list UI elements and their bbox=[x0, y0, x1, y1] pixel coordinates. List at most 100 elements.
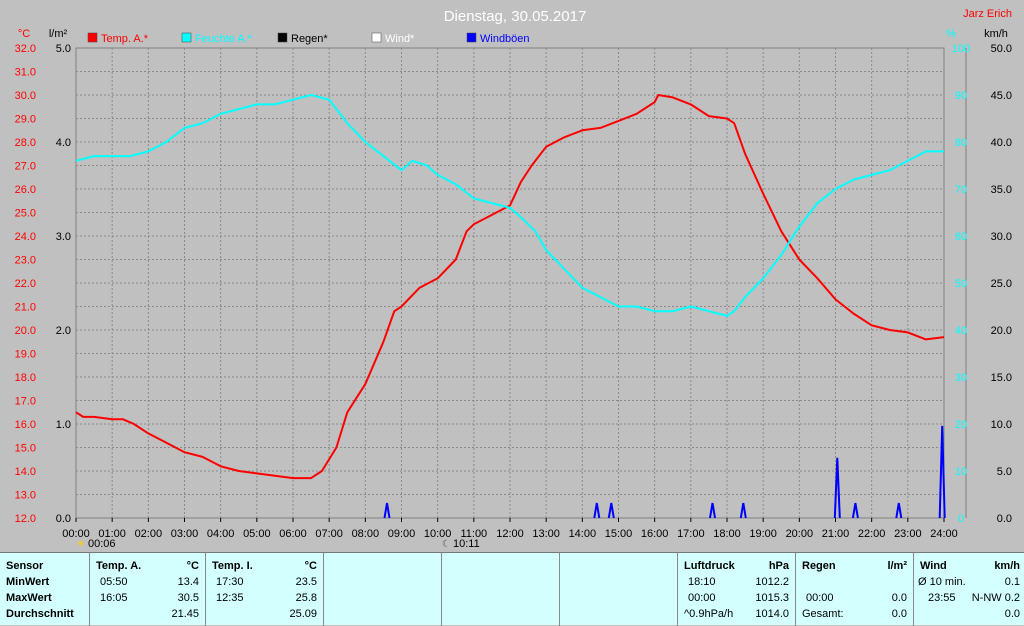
pressure-unit: hPa bbox=[768, 560, 789, 572]
x-tick-label: 01:00 bbox=[98, 528, 126, 540]
legend-swatch bbox=[181, 32, 192, 43]
stats-temp-inside: Temp. I. °C 17:30 23.5 12:35 25.8 25.09 bbox=[206, 553, 324, 626]
legend-swatch bbox=[466, 32, 477, 43]
pressure-header: Luftdruck bbox=[684, 560, 735, 572]
humidity-tick-label: 80 bbox=[955, 137, 967, 149]
wind-gust-spike bbox=[593, 502, 601, 519]
x-tick-label: 03:00 bbox=[171, 528, 199, 540]
stats-wind: Wind km/h Ø 10 min. 0.1 23:55 N-NW 0.2 0… bbox=[914, 553, 1024, 626]
legend-swatch bbox=[277, 32, 288, 43]
rain-max: 0.0 bbox=[891, 592, 907, 604]
rain-tick-label: 3.0 bbox=[56, 231, 71, 243]
x-tick-label: 21:00 bbox=[822, 528, 850, 540]
pressure-trend: ^0.9hPa/h bbox=[684, 608, 734, 620]
unit-wind: km/h bbox=[984, 28, 1008, 40]
temp-i-header: Temp. I. bbox=[212, 560, 253, 572]
wind-tick-label: 5.0 bbox=[997, 466, 1012, 478]
wind-max-time: 23:55 bbox=[928, 592, 956, 604]
legend-label: Regen* bbox=[291, 33, 328, 45]
wind-tick-label: 35.0 bbox=[991, 184, 1012, 196]
x-tick-label: 06:00 bbox=[279, 528, 307, 540]
moon-time: 10:11 bbox=[453, 538, 480, 550]
temperature-tick-label: 26.0 bbox=[15, 184, 36, 196]
temperature-tick-label: 29.0 bbox=[15, 114, 36, 126]
temperature-tick-label: 12.0 bbox=[15, 513, 36, 525]
x-tick-label: 16:00 bbox=[641, 528, 669, 540]
temperature-tick-label: 18.0 bbox=[15, 372, 36, 384]
wind-avg-label: Ø 10 min. bbox=[918, 576, 966, 588]
legend-swatch bbox=[87, 32, 98, 43]
humidity-tick-label: 60 bbox=[955, 231, 967, 243]
humidity-tick-label: 40 bbox=[955, 325, 967, 337]
humidity-tick-label: 70 bbox=[955, 184, 967, 196]
x-tick-label: 04:00 bbox=[207, 528, 235, 540]
row-label-max: MaxWert bbox=[6, 592, 52, 604]
rain-tick-label: 1.0 bbox=[56, 419, 71, 431]
x-tick-label: 20:00 bbox=[786, 528, 814, 540]
wind-gust-spike bbox=[739, 502, 747, 519]
stats-pressure: Luftdruck hPa 18:10 1012.2 00:00 1015.3 … bbox=[678, 553, 796, 626]
wind-tick-label: 50.0 bbox=[991, 43, 1012, 55]
x-tick-label: 02:00 bbox=[135, 528, 163, 540]
temperature-tick-label: 20.0 bbox=[15, 325, 36, 337]
wind-tick-label: 20.0 bbox=[991, 325, 1012, 337]
stats-rain: Regen l/m² 00:00 0.0 Gesamt: 0.0 bbox=[796, 553, 914, 626]
rain-max-time: 00:00 bbox=[806, 592, 834, 604]
humidity-tick-label: 90 bbox=[955, 90, 967, 102]
legend-label: Temp. A.* bbox=[101, 33, 149, 45]
temperature-tick-label: 22.0 bbox=[15, 278, 36, 290]
sunrise-icon: ☀ bbox=[76, 539, 85, 550]
temperature-tick-label: 27.0 bbox=[15, 161, 36, 173]
wind-tick-label: 25.0 bbox=[991, 278, 1012, 290]
pressure-avg: 1014.0 bbox=[755, 608, 789, 620]
temperature-tick-label: 32.0 bbox=[15, 43, 36, 55]
temperature-line bbox=[75, 94, 945, 480]
temp-i-max-time: 12:35 bbox=[216, 592, 244, 604]
wind-third: 0.0 bbox=[1004, 608, 1020, 620]
wind-tick-label: 10.0 bbox=[991, 419, 1012, 431]
chart-legend: Temp. A.* Feuchte A.* Regen* Wind* Windböen bbox=[87, 32, 530, 45]
wind-gust-spike bbox=[895, 502, 903, 519]
legend-label: Windböen bbox=[480, 33, 530, 45]
legend-swatch bbox=[371, 32, 382, 43]
temp-a-max-time: 16:05 bbox=[100, 592, 128, 604]
temp-a-max: 30.5 bbox=[177, 592, 199, 604]
rain-unit: l/m² bbox=[887, 560, 907, 572]
stats-empty-3 bbox=[560, 553, 678, 626]
rain-total-label: Gesamt: bbox=[802, 608, 844, 620]
rain-tick-label: 2.0 bbox=[56, 325, 71, 337]
temperature-tick-label: 16.0 bbox=[15, 419, 36, 431]
wind-gust-spike bbox=[709, 502, 716, 519]
x-tick-label: 23:00 bbox=[894, 528, 922, 540]
wind-max: N-NW 0.2 bbox=[971, 592, 1020, 604]
humidity-line bbox=[75, 94, 944, 317]
temperature-tick-label: 28.0 bbox=[15, 137, 36, 149]
rain-total: 0.0 bbox=[891, 608, 907, 620]
sunrise-time: 00:06 bbox=[88, 538, 116, 550]
wind-unit: km/h bbox=[994, 560, 1020, 572]
temp-i-max: 25.8 bbox=[295, 592, 317, 604]
wind-gust-spike bbox=[383, 502, 391, 519]
temp-a-min: 13.4 bbox=[177, 576, 199, 588]
pressure-max-time: 00:00 bbox=[688, 592, 716, 604]
wind-gust-spike bbox=[851, 502, 859, 519]
temp-a-header: Temp. A. bbox=[96, 560, 142, 572]
temperature-tick-label: 31.0 bbox=[15, 67, 36, 79]
legend-label: Feuchte A.* bbox=[195, 33, 253, 45]
stats-empty-1 bbox=[324, 553, 442, 626]
grid-lines bbox=[76, 48, 944, 518]
weather-chart: Dienstag, 30.05.2017 Jarz Erich °C l/m² … bbox=[15, 8, 1012, 550]
data-series bbox=[75, 94, 946, 519]
x-tick-label: 05:00 bbox=[243, 528, 271, 540]
temp-i-min: 23.5 bbox=[295, 576, 317, 588]
pressure-min-time: 18:10 bbox=[688, 576, 716, 588]
temp-a-unit: °C bbox=[186, 560, 199, 572]
humidity-tick-label: 20 bbox=[955, 419, 967, 431]
temperature-tick-label: 30.0 bbox=[15, 90, 36, 102]
temp-i-avg: 25.09 bbox=[289, 608, 317, 620]
temperature-tick-label: 17.0 bbox=[15, 396, 36, 408]
temperature-tick-label: 24.0 bbox=[15, 231, 36, 243]
x-tick-label: 22:00 bbox=[858, 528, 886, 540]
rain-tick-label: 4.0 bbox=[56, 137, 71, 149]
axis-labels: 12.0 13.0 14.0 15.0 16.0 17.0 18.0 19.0 20.0 21.0… bbox=[15, 43, 1012, 540]
